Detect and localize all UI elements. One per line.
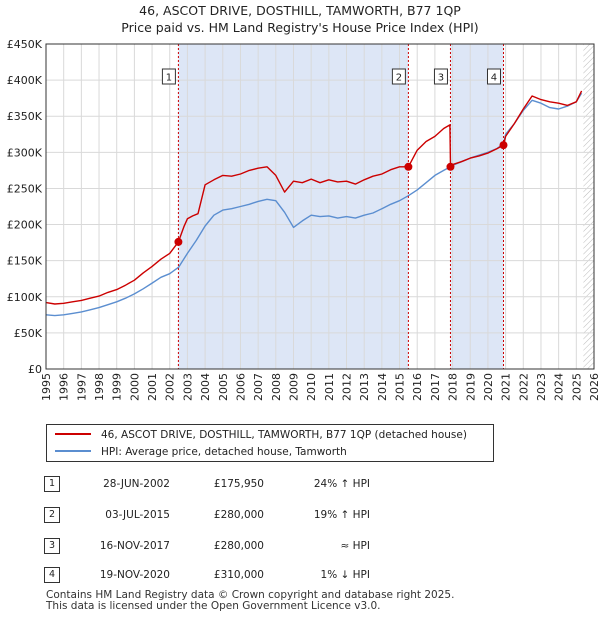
y-tick-label: £400K (7, 74, 43, 87)
x-tick-label: 2020 (482, 373, 495, 401)
plot-frame (45, 43, 595, 370)
sale-number: 1 (44, 476, 60, 492)
sale-row: 1 28-JUN-2002 £175,950 24% ↑ HPI (0, 474, 600, 494)
x-tick-label: 2009 (287, 373, 300, 401)
legend: 46, ASCOT DRIVE, DOSTHILL, TAMWORTH, B77… (46, 424, 494, 462)
sale-number: 2 (44, 507, 60, 523)
sale-marker-label: 1 (166, 73, 172, 84)
x-tick-label: 2016 (411, 373, 424, 401)
legend-swatch-property (55, 433, 91, 435)
x-tick-label: 2007 (252, 373, 265, 401)
legend-swatch-hpi (55, 450, 91, 452)
sale-price: £175,950 (213, 478, 264, 490)
sale-number: 3 (44, 538, 60, 554)
sale-marker-box (391, 68, 406, 85)
sale-date: 03-JUL-2015 (105, 509, 170, 521)
x-tick-label: 1995 (40, 373, 53, 401)
sale-point (404, 162, 413, 171)
sale-hpi-comparison: ≈ HPI (340, 540, 370, 552)
sale-point (446, 162, 455, 171)
y-tick-label: £50K (14, 327, 43, 340)
sale-row: 4 19-NOV-2020 £310,000 1% ↓ HPI (0, 565, 600, 585)
x-tick-label: 2014 (376, 373, 389, 401)
x-tick-label: 2012 (341, 373, 354, 401)
y-tick-label: £450K (7, 38, 43, 51)
sale-row: 2 03-JUL-2015 £280,000 19% ↑ HPI (0, 505, 600, 525)
sale-date: 16-NOV-2017 (99, 540, 170, 552)
x-tick-label: 1996 (58, 373, 71, 401)
x-tick-label: 2001 (146, 373, 159, 401)
x-tick-label: 2022 (517, 373, 530, 401)
sale-date: 19-NOV-2020 (99, 569, 170, 581)
legend-label-hpi: HPI: Average price, detached house, Tamw… (101, 446, 347, 458)
sale-point (499, 141, 508, 150)
y-tick-label: £0 (28, 363, 42, 376)
y-tick-label: £300K (7, 146, 43, 159)
sale-date: 28-JUN-2002 (103, 478, 170, 490)
sale-row: 3 16-NOV-2017 £280,000 ≈ HPI (0, 536, 600, 556)
x-tick-label: 2019 (464, 373, 477, 401)
sale-number: 4 (44, 567, 60, 583)
x-tick-label: 2000 (128, 373, 141, 401)
property-price-line (46, 90, 583, 305)
sale-point (174, 237, 183, 246)
legend-label-property: 46, ASCOT DRIVE, DOSTHILL, TAMWORTH, B77… (101, 429, 467, 441)
y-tick-label: £350K (7, 110, 43, 123)
sale-marker-box (433, 68, 448, 85)
x-tick-label: 2024 (553, 373, 566, 401)
sale-marker-box (486, 68, 501, 85)
sale-price: £280,000 (213, 540, 264, 552)
x-tick-label: 2011 (323, 373, 336, 401)
sale-marker-label: 4 (491, 73, 497, 84)
x-tick-label: 2025 (570, 373, 583, 401)
x-tick-label: 2006 (234, 373, 247, 401)
x-tick-label: 2021 (500, 373, 513, 401)
x-tick-label: 1999 (111, 373, 124, 401)
footer-copyright: Contains HM Land Registry data © Crown c… (46, 589, 455, 601)
chart-title-block: 46, ASCOT DRIVE, DOSTHILL, TAMWORTH, B77… (0, 2, 600, 36)
y-tick-label: £250K (7, 182, 43, 195)
legend-item-property: 46, ASCOT DRIVE, DOSTHILL, TAMWORTH, B77… (55, 427, 467, 443)
sale-hpi-comparison: 24% ↑ HPI (313, 478, 370, 490)
footer-licence: This data is licensed under the Open Gov… (46, 600, 381, 612)
hatched-forecast-area (583, 44, 594, 369)
x-tick-label: 1997 (75, 373, 88, 401)
x-tick-label: 2017 (429, 373, 442, 401)
sale-marker-box (161, 68, 176, 85)
x-tick-label: 2018 (447, 373, 460, 401)
x-tick-label: 1998 (93, 373, 106, 401)
sale-marker-label: 2 (396, 73, 402, 84)
x-tick-label: 2005 (217, 373, 230, 401)
x-tick-label: 2003 (181, 373, 194, 401)
x-tick-label: 2026 (588, 373, 600, 401)
y-tick-label: £100K (7, 291, 43, 304)
sale-hpi-comparison: 1% ↓ HPI (320, 569, 370, 581)
price-chart: 1 2 3 4 £0 £50K £100K £150K £200K £250K £300K £350… (7, 38, 600, 401)
x-tick-label: 2004 (199, 373, 212, 401)
footer: Contains HM Land Registry data © Crown c… (46, 590, 454, 612)
shaded-period (450, 44, 504, 369)
x-tick-label: 2013 (358, 373, 371, 401)
chart-subtitle: Price paid vs. HM Land Registry's House … (121, 20, 479, 35)
x-tick-label: 2015 (394, 373, 407, 401)
sale-price: £280,000 (213, 509, 264, 521)
x-tick-label: 2023 (535, 373, 548, 401)
x-tick-label: 2002 (164, 373, 177, 401)
y-tick-label: £150K (7, 255, 43, 268)
sale-price: £310,000 (213, 569, 264, 581)
x-tick-label: 2008 (270, 373, 283, 401)
y-tick-label: £200K (7, 219, 43, 232)
sale-hpi-comparison: 19% ↑ HPI (313, 509, 370, 521)
chart-title: 46, ASCOT DRIVE, DOSTHILL, TAMWORTH, B77… (139, 3, 461, 18)
x-tick-label: 2010 (305, 373, 318, 401)
sale-marker-label: 3 (438, 73, 444, 84)
legend-item-hpi: HPI: Average price, detached house, Tamw… (55, 444, 347, 460)
